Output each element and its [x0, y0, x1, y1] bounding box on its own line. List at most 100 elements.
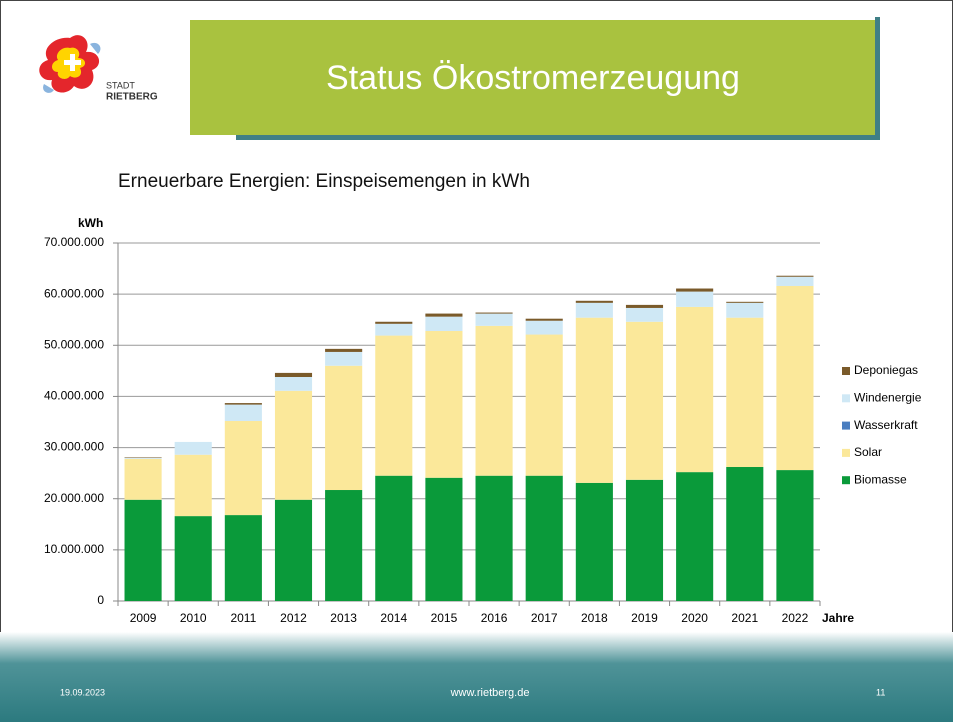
bar-segment	[425, 316, 463, 331]
x-tick-label: 2010	[180, 611, 207, 625]
legend-swatch	[842, 421, 850, 430]
bar-segment	[325, 365, 363, 491]
x-tick-label: 2017	[531, 611, 558, 625]
y-tick-label: 60.000.000	[44, 286, 104, 300]
y-tick-label: 10.000.000	[44, 542, 104, 556]
bar-segment	[676, 306, 714, 473]
bar-segment	[224, 404, 262, 421]
bar-segment	[575, 300, 613, 303]
y-tick-label: 50.000.000	[44, 337, 104, 351]
title-box	[190, 20, 875, 135]
bar-segment	[325, 348, 363, 352]
legend-label: Biomasse	[854, 472, 907, 486]
legend-swatch	[842, 394, 850, 403]
x-tick-label: 2019	[631, 611, 658, 625]
bar-segment	[625, 307, 664, 322]
bar-segment	[475, 325, 513, 476]
y-axis-label: kWh	[78, 216, 103, 230]
bar-segment	[525, 320, 563, 335]
bar-segment	[224, 515, 262, 601]
bar-segment	[375, 335, 413, 476]
x-tick-label: 2020	[681, 611, 708, 625]
footer-date: 19.09.2023	[60, 687, 105, 697]
bar-segment	[425, 477, 463, 601]
bar-segment	[274, 390, 313, 500]
x-tick-label: 2011	[230, 611, 256, 625]
bar-segment	[425, 313, 463, 317]
bar-segment	[726, 317, 764, 468]
x-tick-label: 2014	[380, 611, 407, 625]
x-tick-label: 2012	[280, 611, 307, 625]
bar-segment	[475, 475, 513, 601]
y-tick-label: 70.000.000	[44, 235, 104, 249]
bar-segment	[676, 472, 714, 601]
bar-segment	[124, 457, 162, 458]
bar-segment	[525, 475, 563, 601]
x-tick-label: 2022	[782, 611, 809, 625]
x-tick-label: 2021	[731, 611, 758, 625]
legend-swatch	[842, 367, 850, 375]
bar-segment	[174, 454, 212, 517]
footer-band	[0, 632, 953, 722]
bar-segment	[425, 330, 463, 478]
legend-label: Deponiegas	[854, 363, 918, 377]
bar-segment	[776, 470, 814, 601]
bar-segment	[224, 420, 262, 516]
logo-text: STADT	[106, 80, 135, 90]
legend-label: Solar	[854, 445, 882, 459]
bar-segment	[375, 475, 413, 601]
bar-segment	[776, 285, 814, 471]
bar-segment	[224, 403, 262, 405]
bar-segment	[676, 288, 714, 292]
logo: STADT RIETBERG	[39, 35, 158, 103]
bar-segment	[575, 482, 613, 601]
bar-segment	[676, 291, 714, 307]
slide-title: Status Ökostromerzeugung	[326, 59, 740, 97]
bar-segment	[776, 275, 814, 277]
y-tick-label: 0	[97, 593, 104, 607]
bar-segment	[625, 304, 664, 308]
bar-segment	[174, 516, 212, 601]
bar-segment	[124, 499, 162, 601]
x-tick-label: 2016	[481, 611, 508, 625]
bar-segment	[475, 312, 513, 314]
bar-segment	[124, 457, 162, 459]
x-tick-label: 2013	[330, 611, 357, 625]
bar-segment	[625, 321, 664, 480]
bar-segment	[375, 323, 413, 336]
bar-segment	[475, 313, 513, 326]
logo-text: RIETBERG	[106, 92, 158, 103]
y-tick-label: 40.000.000	[44, 389, 104, 403]
bar-segment	[274, 372, 313, 377]
bar-segment	[575, 302, 613, 318]
bar-segment	[776, 276, 814, 286]
footer-website: www.rietberg.de	[450, 687, 530, 699]
x-tick-label: 2009	[130, 611, 157, 625]
bar-segment	[575, 317, 613, 483]
bar-segment	[174, 441, 212, 455]
bar-segment	[274, 499, 313, 601]
bar-segment	[525, 334, 563, 476]
bar-segment	[726, 301, 764, 303]
bar-segment	[325, 351, 363, 366]
bar-segment	[726, 467, 764, 601]
bar-segment	[124, 458, 162, 500]
bar-segment	[325, 490, 363, 601]
x-tick-label: 2018	[581, 611, 608, 625]
legend-swatch	[842, 476, 850, 485]
legend-label: Wasserkraft	[854, 418, 918, 432]
x-axis-label: Jahre	[822, 611, 854, 625]
chart-title: Erneuerbare Energien: Einspeisemengen in…	[118, 171, 530, 192]
bar-segment	[525, 318, 563, 321]
y-tick-label: 20.000.000	[44, 491, 104, 505]
bar-segment	[375, 321, 413, 324]
legend-label: Windenergie	[854, 390, 922, 404]
footer-page: 11	[876, 687, 885, 697]
legend-swatch	[842, 448, 850, 457]
y-tick-label: 30.000.000	[44, 440, 104, 454]
bar-segment	[726, 302, 764, 318]
bar-segment	[625, 479, 664, 601]
x-tick-label: 2015	[431, 611, 458, 625]
bar-segment	[274, 376, 313, 391]
